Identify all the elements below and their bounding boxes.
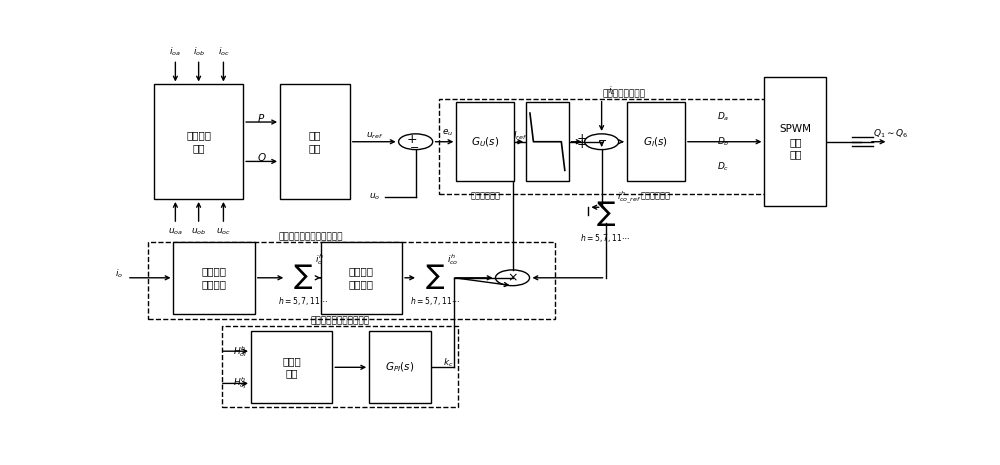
Text: 输出电流谐波分量前馈控制: 输出电流谐波分量前馈控制 bbox=[279, 232, 343, 241]
Text: 电流内环控制: 电流内环控制 bbox=[641, 191, 671, 200]
FancyBboxPatch shape bbox=[173, 242, 255, 313]
Text: $u_o$: $u_o$ bbox=[369, 192, 381, 202]
Text: $h{=}5,7,11\cdots$: $h{=}5,7,11\cdots$ bbox=[410, 295, 460, 307]
Text: $G_U(s)$: $G_U(s)$ bbox=[471, 135, 499, 148]
Text: $-$: $-$ bbox=[597, 133, 607, 144]
Text: $i_{co\_ref}^h$: $i_{co\_ref}^h$ bbox=[617, 189, 642, 206]
Text: $k_c$: $k_c$ bbox=[443, 357, 453, 369]
Text: $i_o$: $i_o$ bbox=[115, 267, 123, 280]
Text: $I_{ref}$: $I_{ref}$ bbox=[513, 129, 527, 141]
FancyBboxPatch shape bbox=[154, 85, 243, 199]
Text: $i_{oa}$: $i_{oa}$ bbox=[169, 45, 181, 58]
Text: $D_a$: $D_a$ bbox=[717, 110, 729, 123]
Text: 电压电流双环控制: 电压电流双环控制 bbox=[603, 89, 646, 98]
Text: 下垂
控制: 下垂 控制 bbox=[309, 131, 321, 153]
Text: $Q_1{\sim}Q_6$: $Q_1{\sim}Q_6$ bbox=[873, 127, 908, 140]
Text: $\sum$: $\sum$ bbox=[596, 199, 616, 228]
Text: $i_{co}^h$: $i_{co}^h$ bbox=[447, 252, 458, 267]
Text: $H_{oj}^h$: $H_{oj}^h$ bbox=[233, 376, 247, 391]
FancyBboxPatch shape bbox=[369, 332, 431, 403]
Text: $\sum$: $\sum$ bbox=[293, 261, 313, 291]
Text: $D_b$: $D_b$ bbox=[717, 135, 730, 148]
Text: 谐波电流
分量提取: 谐波电流 分量提取 bbox=[202, 266, 227, 289]
Text: $P$: $P$ bbox=[257, 112, 266, 124]
Text: +: + bbox=[406, 133, 417, 146]
Text: $Q$: $Q$ bbox=[257, 151, 266, 164]
Text: $i_{ob}$: $i_{ob}$ bbox=[193, 45, 205, 58]
Text: $i_L$: $i_L$ bbox=[608, 85, 615, 97]
Text: 一致性
算法: 一致性 算法 bbox=[282, 356, 301, 379]
Text: $H_{oi}^h$: $H_{oi}^h$ bbox=[233, 344, 247, 359]
Text: $i_o^h$: $i_o^h$ bbox=[315, 252, 324, 267]
Text: $G_{PI}(s)$: $G_{PI}(s)$ bbox=[385, 360, 415, 374]
Text: $u_{ref}$: $u_{ref}$ bbox=[366, 130, 383, 140]
Text: $G_I(s)$: $G_I(s)$ bbox=[643, 135, 668, 148]
FancyBboxPatch shape bbox=[456, 102, 514, 181]
Text: $h{=}5,7,11\cdots$: $h{=}5,7,11\cdots$ bbox=[278, 295, 328, 307]
Text: $h{=}5,7,11\cdots$: $h{=}5,7,11\cdots$ bbox=[580, 232, 631, 245]
Text: 电压外环控制: 电压外环控制 bbox=[470, 191, 500, 200]
Text: $u_{oa}$: $u_{oa}$ bbox=[168, 227, 183, 238]
Text: $i_{oc}$: $i_{oc}$ bbox=[218, 45, 229, 58]
FancyBboxPatch shape bbox=[627, 102, 685, 181]
Text: $D_c$: $D_c$ bbox=[717, 160, 729, 173]
Text: $-$: $-$ bbox=[409, 141, 419, 151]
FancyBboxPatch shape bbox=[526, 102, 569, 181]
Text: $\sum$: $\sum$ bbox=[425, 261, 445, 291]
Text: 谐波电流
前馈补偿: 谐波电流 前馈补偿 bbox=[349, 266, 374, 289]
Text: $e_u$: $e_u$ bbox=[442, 127, 453, 138]
FancyBboxPatch shape bbox=[251, 332, 332, 403]
Text: $\times$: $\times$ bbox=[507, 271, 518, 284]
FancyBboxPatch shape bbox=[764, 77, 826, 206]
Text: +: + bbox=[577, 132, 588, 145]
Text: SPWM
信号
生成: SPWM 信号 生成 bbox=[779, 124, 811, 159]
Text: +: + bbox=[577, 139, 588, 152]
Text: 瞬时功率
计算: 瞬时功率 计算 bbox=[186, 131, 211, 153]
FancyBboxPatch shape bbox=[321, 242, 402, 313]
FancyBboxPatch shape bbox=[280, 85, 350, 199]
Text: 阻抗重塑因子自适应控制: 阻抗重塑因子自适应控制 bbox=[310, 316, 370, 325]
Text: $u_{ob}$: $u_{ob}$ bbox=[191, 227, 206, 238]
Text: $u_{oc}$: $u_{oc}$ bbox=[216, 227, 231, 238]
